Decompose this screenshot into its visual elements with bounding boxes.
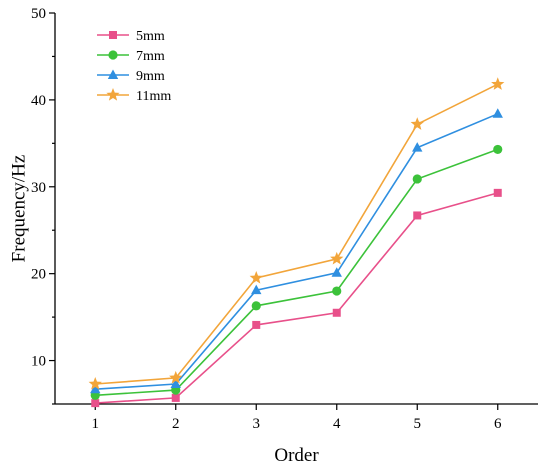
y-tick-label: 40 xyxy=(31,93,46,109)
series-line xyxy=(95,148,499,397)
data-point xyxy=(251,301,261,311)
series-layer xyxy=(88,77,505,408)
data-point xyxy=(491,77,505,90)
data-point xyxy=(251,284,262,295)
series-11mm xyxy=(88,77,505,390)
legend-marker xyxy=(106,88,120,101)
data-point xyxy=(492,108,503,118)
legend-marker xyxy=(108,50,118,60)
data-point xyxy=(171,393,180,402)
legend: 5mm 7mm 9mm 11mm xyxy=(97,29,171,104)
data-point xyxy=(90,383,101,394)
x-tick-label: 5 xyxy=(414,416,422,432)
legend-item: 11mm xyxy=(97,88,171,104)
y-tick-label: 50 xyxy=(31,6,46,22)
x-tick-label: 4 xyxy=(333,416,341,432)
x-tick-label: 1 xyxy=(92,416,100,432)
legend-marker xyxy=(109,31,117,39)
y-ticks: 10 20 30 40 50 xyxy=(31,6,55,405)
series-line xyxy=(95,113,499,390)
data-point xyxy=(249,271,263,284)
data-point xyxy=(412,142,423,152)
data-point xyxy=(410,117,424,130)
y-axis-title: Frequency/Hz xyxy=(9,155,30,263)
plot-area xyxy=(54,13,538,405)
series-9mm xyxy=(90,108,503,394)
legend-label: 11mm xyxy=(136,89,171,104)
data-point xyxy=(170,378,181,389)
x-ticks: 1 2 3 4 5 6 xyxy=(92,404,502,432)
data-point xyxy=(332,286,342,296)
legend-marker xyxy=(107,69,119,79)
series-line xyxy=(95,192,499,404)
legend-item: 7mm xyxy=(97,49,165,64)
data-point xyxy=(493,144,503,155)
y-tick-label: 20 xyxy=(31,267,46,283)
y-tick-label: 10 xyxy=(31,354,46,370)
series-5mm xyxy=(91,188,502,408)
data-point xyxy=(413,211,422,220)
data-point xyxy=(252,320,261,329)
legend-label: 5mm xyxy=(136,29,165,44)
data-point xyxy=(412,174,422,184)
data-point xyxy=(331,267,342,277)
data-point xyxy=(169,370,183,384)
x-axis-title: Order xyxy=(274,445,319,466)
y-tick-label: 30 xyxy=(31,180,46,196)
x-tick-label: 2 xyxy=(172,416,180,432)
legend-label: 7mm xyxy=(136,49,165,64)
data-point xyxy=(88,377,102,390)
x-tick-label: 3 xyxy=(253,416,261,432)
data-point xyxy=(493,188,502,197)
series-line xyxy=(95,83,499,385)
data-point xyxy=(330,251,344,265)
data-point xyxy=(332,308,341,317)
data-point xyxy=(91,399,100,408)
legend-label: 9mm xyxy=(136,69,165,84)
x-tick-label: 6 xyxy=(494,416,502,432)
legend-item: 5mm xyxy=(97,29,165,44)
legend-item: 9mm xyxy=(97,69,165,84)
series-7mm xyxy=(90,144,503,400)
